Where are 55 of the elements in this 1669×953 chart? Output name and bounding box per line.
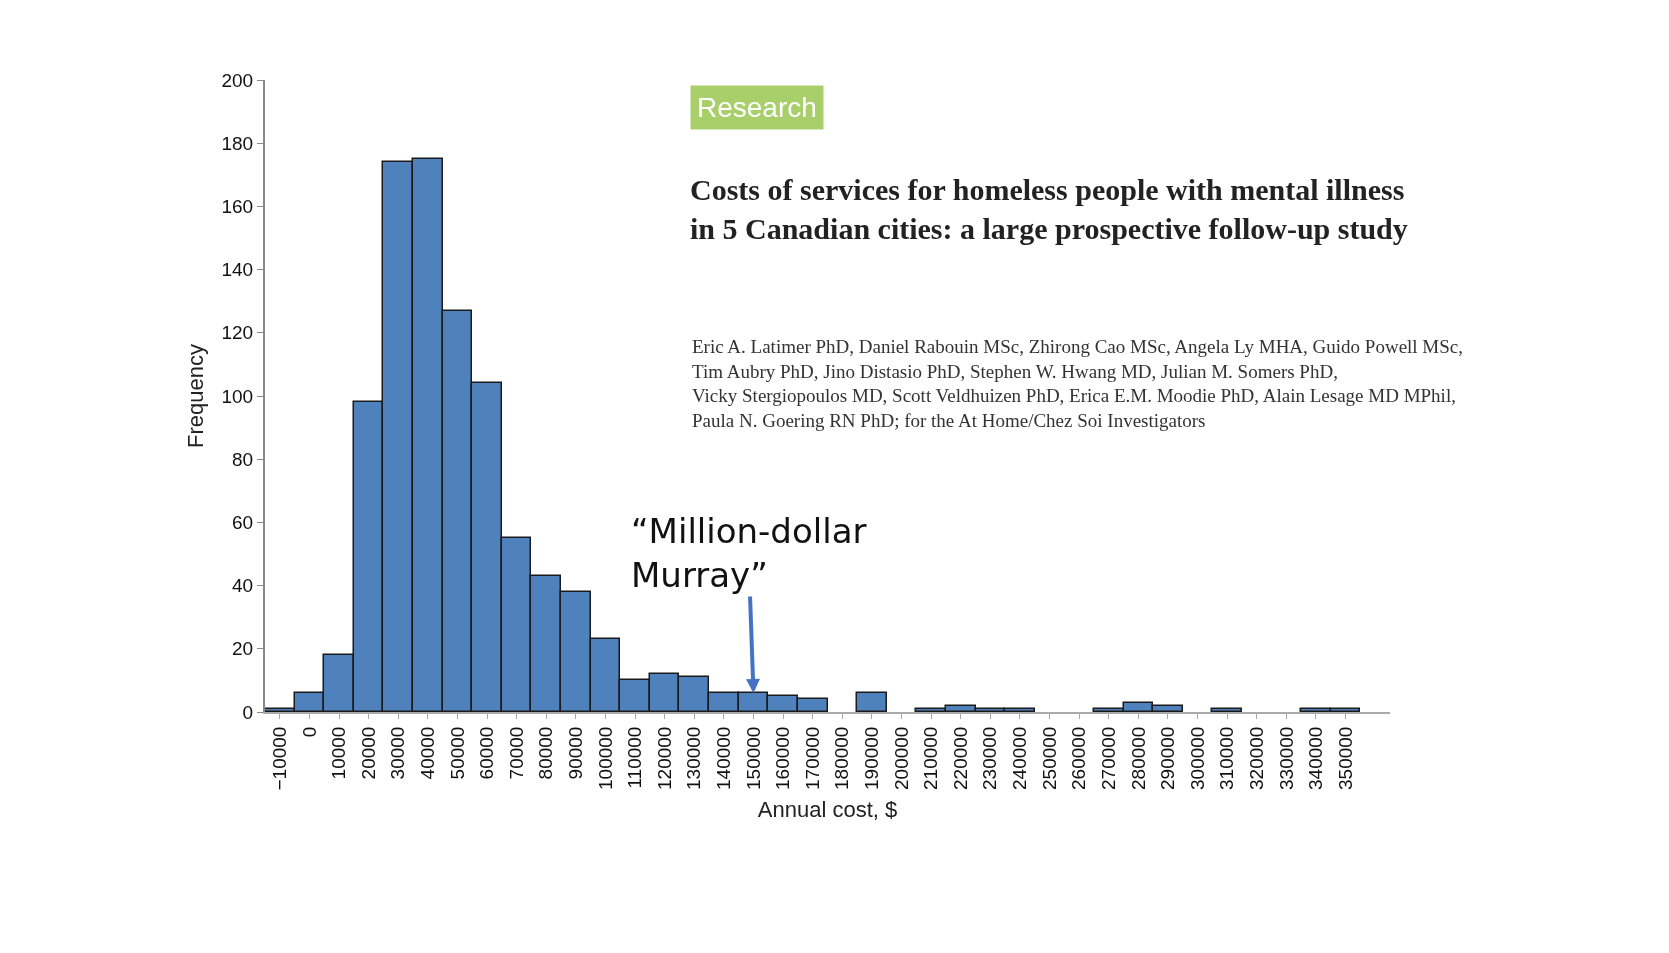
x-tick-label: 280000 — [1127, 726, 1149, 791]
x-tick-label: 320000 — [1245, 726, 1267, 791]
x-tick-label: 0 — [298, 726, 320, 738]
x-tick-label: 190000 — [861, 726, 883, 791]
x-tick-label: 340000 — [1305, 726, 1327, 791]
y-tick-label: 160 — [221, 196, 254, 218]
x-tick-label: 310000 — [1216, 726, 1238, 791]
x-axis-title: Annual cost, $ — [757, 796, 898, 822]
x-tick-label: 70000 — [505, 726, 527, 780]
x-tick-label: 180000 — [831, 726, 853, 791]
x-tick-label: 40000 — [417, 726, 438, 780]
text: Costs of services for homeless people with mental illness in 5 Canadian cities: a large prospective follow-up study — [690, 173, 1408, 245]
x-tick-label: 130000 — [683, 726, 705, 791]
x-tick-label: 140000 — [713, 726, 735, 791]
x-tick-label: 330000 — [1275, 726, 1297, 791]
y-tick-label: 120 — [221, 322, 254, 344]
x-tick-label: 170000 — [801, 726, 823, 791]
x-tick-label: 20000 — [357, 726, 379, 780]
x-tick-label: 30000 — [387, 726, 409, 780]
x-tick-label: 240000 — [1009, 726, 1031, 791]
y-tick-label: 140 — [221, 259, 254, 281]
x-tick-label: 300000 — [1186, 726, 1208, 791]
y-tick-label: 100 — [221, 385, 254, 407]
y-tick-label: 200 — [221, 69, 254, 91]
x-tick-label: 110000 — [624, 726, 646, 789]
y-tick-label: 40 — [232, 575, 254, 597]
x-tick-label: 90000 — [565, 726, 587, 780]
x-tick-label: 10000 — [328, 726, 350, 780]
x-tick-label: 350000 — [1334, 726, 1356, 791]
y-axis-title: Frequency — [182, 344, 208, 448]
x-tick-label: −10000 — [268, 726, 290, 791]
x-tick-label: 160000 — [772, 726, 794, 791]
x-tick-label: 220000 — [949, 726, 971, 791]
x-tick-label: 270000 — [1097, 726, 1119, 791]
x-tick-label: 260000 — [1068, 726, 1090, 791]
x-tick-label: 50000 — [446, 726, 468, 780]
y-tick-label: 20 — [232, 638, 254, 660]
x-tick-label: 230000 — [979, 726, 1001, 791]
x-tick-label: 210000 — [920, 726, 942, 791]
x-tick-label: 60000 — [476, 726, 498, 780]
x-tick-label: 290000 — [1157, 726, 1179, 791]
x-tick-label: 100000 — [594, 726, 616, 791]
x-tick-label: 150000 — [742, 726, 764, 791]
annotation: “Million-dollar Murray” — [631, 511, 867, 596]
y-tick-label: 80 — [232, 448, 254, 470]
y-tick-label: 0 — [242, 701, 254, 723]
bar — [855, 691, 887, 712]
x-tick-label: 80000 — [535, 726, 557, 780]
x-tick-label: 200000 — [890, 726, 912, 791]
x-tick-label: 120000 — [653, 726, 675, 791]
y-tick-label: 180 — [221, 132, 254, 154]
y-tick-label: 60 — [232, 512, 254, 534]
annotation: Eric A. Latimer PhD, Daniel Rabouin MSc, Zhirong Cao MSc, Angela Ly MHA, Guido Powell MSc, Tim Aubry PhD, Jino Distasio PhD, Stephen W. Hwang MD, Julian M. Somers PhD, Vicky Stergiopoulos MD, Scott Veldhuizen PhD, Erica E.M. Moodie PhD, Alain Lesage MD MPhil, Paula N. Goering RN PhD; for the At Home/Chez Soi Investigators — [692, 336, 1464, 432]
chart-subtitle: Research — [697, 92, 817, 123]
x-tick-label: 250000 — [1038, 726, 1060, 791]
